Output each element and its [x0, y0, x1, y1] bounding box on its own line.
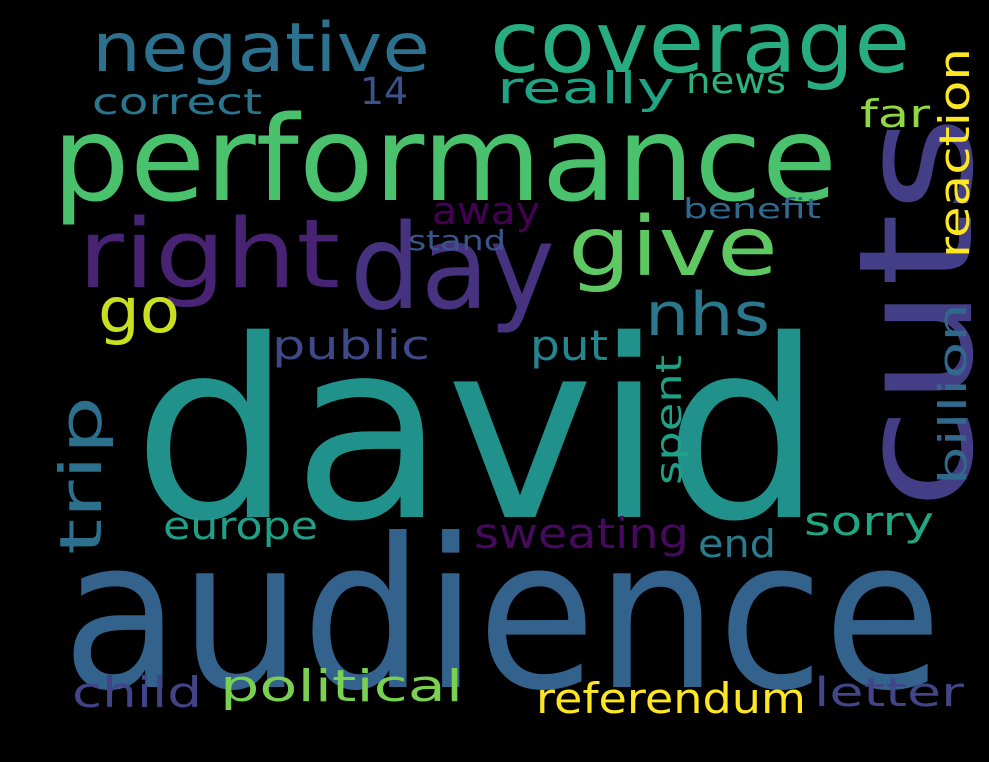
word-nhs: nhs — [645, 280, 771, 350]
word-go: go — [98, 274, 181, 347]
word-audience: audience — [62, 495, 942, 737]
word-child: child — [72, 668, 203, 717]
word-letter: letter — [814, 670, 965, 716]
word-europe: europe — [163, 504, 318, 548]
word-referendum: referendum — [536, 674, 806, 723]
word-sorry: sorry — [804, 499, 935, 545]
word-end: end — [698, 522, 776, 566]
word-stand: stand — [408, 224, 506, 257]
word-give: give — [568, 200, 778, 295]
word-right: right — [78, 200, 341, 310]
word-correct: correct — [92, 82, 263, 123]
word-billion: billion — [931, 303, 975, 485]
word-political: political — [220, 661, 464, 712]
word-news: news — [686, 61, 786, 102]
word-away: away — [432, 189, 540, 233]
word-trip: trip — [47, 395, 115, 555]
word-sweating: sweating — [474, 509, 689, 558]
word-benefit: benefit — [683, 192, 822, 225]
word-reaction: reaction — [930, 47, 979, 259]
word-performance: performance — [52, 90, 838, 228]
word-14: 14 — [360, 70, 408, 113]
word-negative: negative — [92, 9, 430, 88]
word-david: david — [133, 288, 823, 576]
word-spent: spent — [649, 355, 690, 485]
word-public: public — [272, 323, 431, 369]
word-put: put — [530, 321, 608, 370]
word-far: far — [860, 92, 931, 136]
word-day: day — [350, 198, 555, 336]
word-coverage: coverage — [490, 0, 911, 93]
word-really: really — [497, 63, 675, 114]
